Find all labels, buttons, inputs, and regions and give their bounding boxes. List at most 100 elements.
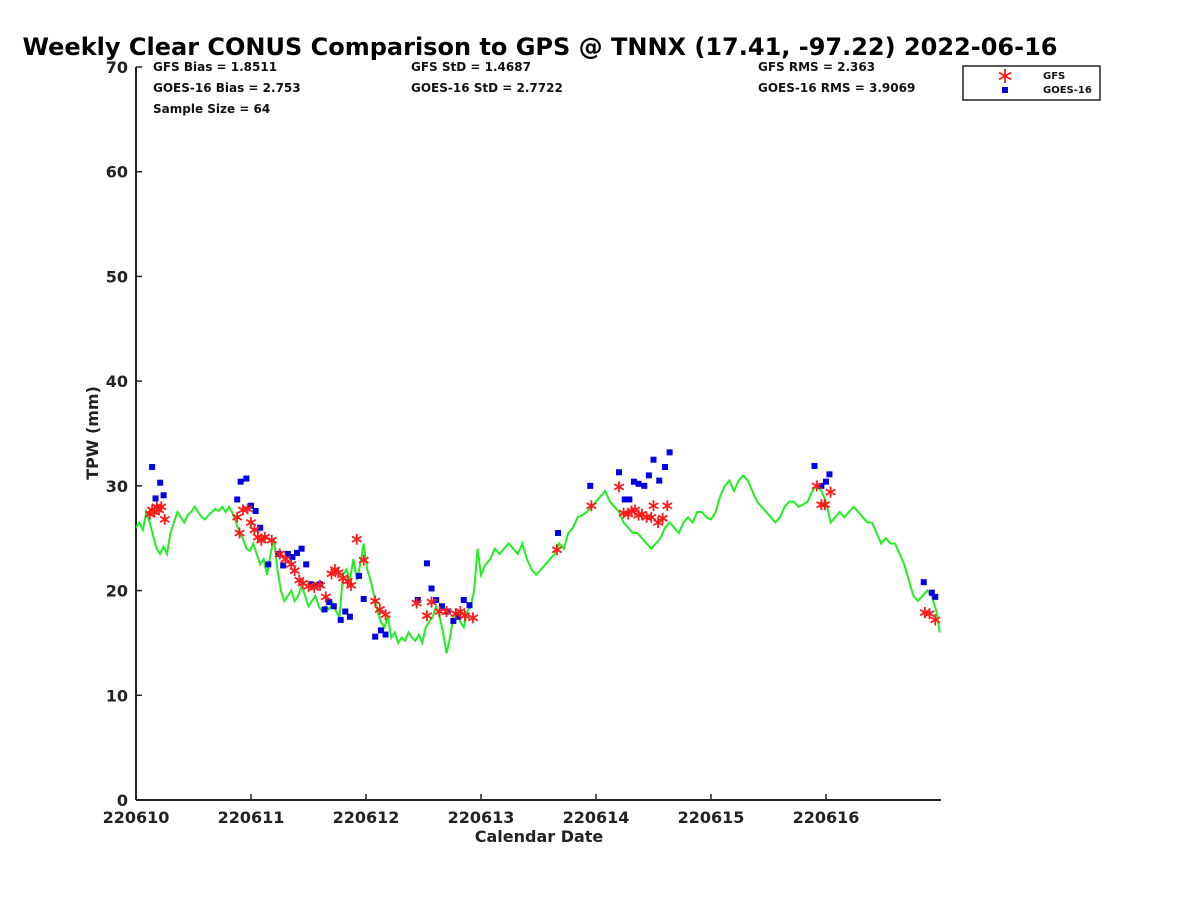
goes16-point	[450, 617, 457, 624]
goes16-point	[466, 602, 473, 609]
legend-goes16-marker	[1002, 87, 1008, 93]
goes16-point	[666, 449, 673, 456]
gfs-point	[309, 581, 320, 593]
goes16-point	[312, 582, 319, 589]
x-tick-label: 220611	[218, 808, 285, 827]
goes16-point	[621, 496, 628, 503]
x-tick-label: 220613	[448, 808, 515, 827]
goes16-point	[928, 589, 935, 596]
gfs-point	[280, 553, 291, 565]
chart-title: Weekly Clear CONUS Comparison to GPS @ T…	[23, 33, 1058, 61]
gfs-point	[924, 608, 935, 620]
gps-line	[135, 473, 941, 654]
y-tick-label: 70	[106, 58, 128, 77]
goes16-point	[356, 572, 363, 579]
goes16-point	[248, 502, 254, 509]
goes16-point	[377, 627, 384, 634]
stat-text: GOES-16 RMS = 3.9069	[758, 81, 915, 95]
y-tick-label: 60	[106, 163, 128, 182]
y-tick-label: 30	[106, 477, 128, 496]
goes16-point	[252, 507, 259, 514]
gfs-point	[825, 486, 836, 498]
goes16-point	[289, 554, 296, 561]
goes16-point	[630, 478, 637, 485]
goes16-point	[616, 469, 622, 476]
goes16-point	[372, 633, 379, 640]
gfs-point	[369, 595, 381, 607]
gfs-point	[231, 511, 243, 523]
goes16-point	[326, 599, 333, 606]
goes16-point	[265, 561, 272, 568]
goes16-point	[662, 464, 668, 471]
gfs-point	[266, 534, 277, 546]
goes16-point	[587, 482, 594, 489]
goes16-point	[342, 608, 349, 615]
goes16-point	[237, 478, 244, 485]
legend-goes16-label: GOES-16	[1043, 85, 1092, 96]
y-tick-label: 20	[106, 582, 128, 601]
goes16-point	[428, 585, 435, 592]
gfs-point	[358, 554, 369, 566]
goes16-point	[826, 471, 833, 478]
goes16-point	[360, 595, 367, 602]
gfs-point	[320, 591, 331, 603]
gfs-point	[274, 548, 285, 560]
goes16-point	[645, 472, 652, 479]
legend: GFS GOES-16	[962, 65, 1101, 101]
goes16-point	[811, 462, 818, 469]
y-tick-label: 50	[106, 267, 128, 286]
goes16-point	[650, 456, 657, 463]
x-tick-label: 220615	[678, 808, 745, 827]
x-tick-label: 220612	[333, 808, 400, 827]
goes16-point	[823, 478, 829, 485]
y-axis-label: TPW (mm)	[83, 386, 102, 480]
goes16-point	[382, 631, 389, 638]
goes16-point	[423, 560, 430, 567]
goes16-point	[298, 545, 305, 552]
legend-gfs-marker	[998, 69, 1012, 83]
gfs-point	[411, 597, 422, 609]
x-tick-label: 220616	[793, 808, 860, 827]
gfs-point	[819, 499, 831, 511]
goes16-point	[932, 593, 939, 600]
goes16-point	[321, 606, 328, 613]
x-tick-label: 220610	[103, 808, 170, 827]
gfs-point	[380, 609, 391, 621]
gfs-point	[586, 500, 597, 512]
gfs-point	[930, 614, 941, 626]
goes16-point	[455, 613, 461, 620]
gfs-point	[156, 501, 167, 513]
goes16-point	[303, 561, 310, 568]
goes16-point	[337, 616, 344, 623]
goes16-series	[149, 449, 939, 640]
stat-text: GFS RMS = 2.363	[758, 60, 875, 74]
goes16-point	[157, 479, 164, 486]
goes16-point	[257, 524, 264, 531]
gfs-point	[662, 500, 673, 512]
legend-gfs-label: GFS	[1043, 71, 1065, 82]
gfs-point	[652, 517, 664, 529]
y-tick-label: 40	[106, 372, 128, 391]
goes16-point	[555, 529, 562, 536]
goes16-point	[818, 482, 825, 489]
goes16-point	[656, 477, 663, 484]
goes16-point	[294, 549, 300, 556]
gfs-point	[811, 480, 823, 492]
gfs-point	[289, 565, 300, 577]
goes16-point	[920, 579, 927, 586]
goes16-point	[414, 596, 421, 603]
gfs-point	[421, 610, 433, 622]
gps-series	[135, 473, 941, 654]
stats-block: GFS Bias = 1.8511 GFS StD = 1.4687 GFS RMS…	[153, 60, 915, 116]
gfs-point	[657, 512, 668, 524]
y-tick-label: 10	[106, 686, 128, 705]
gfs-point	[455, 606, 466, 618]
goes16-point	[160, 492, 167, 499]
gfs-point	[333, 567, 344, 579]
gfs-point	[645, 511, 657, 523]
gfs-point	[234, 527, 245, 539]
goes16-point	[626, 496, 633, 503]
x-tick-label: 220614	[563, 808, 630, 827]
gfs-series	[144, 480, 941, 626]
